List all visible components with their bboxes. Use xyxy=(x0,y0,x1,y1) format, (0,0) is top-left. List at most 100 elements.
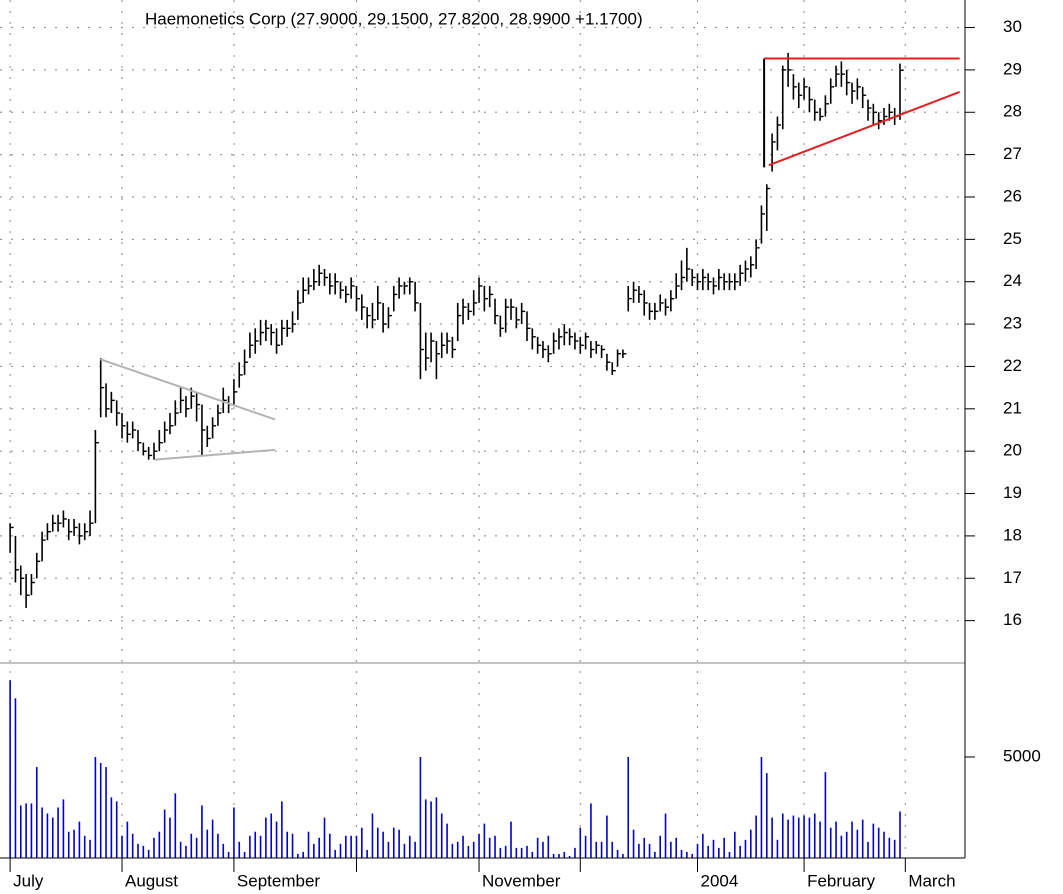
volume-bar xyxy=(345,835,347,858)
volume-bar xyxy=(467,845,470,858)
volume-bar xyxy=(313,843,315,858)
volume-bar xyxy=(739,845,741,858)
volume-bar xyxy=(451,843,454,858)
volume-bar xyxy=(83,835,86,858)
volume-bar xyxy=(206,829,209,858)
volume-bar xyxy=(478,833,480,858)
volume-bar xyxy=(680,849,683,858)
volume-bar xyxy=(25,803,27,858)
volume-bar xyxy=(845,831,848,858)
volume-bar xyxy=(872,823,875,858)
volume-bar xyxy=(366,849,368,858)
volume-bar xyxy=(414,841,416,858)
volume-bar xyxy=(115,801,118,858)
volume-bar xyxy=(291,833,294,858)
volume-bar xyxy=(227,851,230,858)
volume-bar xyxy=(792,815,795,858)
volume-bar xyxy=(361,827,363,858)
volume-bar xyxy=(238,841,241,858)
volume-bar xyxy=(510,821,512,858)
volume-bar xyxy=(590,803,592,858)
volume-bar xyxy=(41,807,43,858)
volume-bar xyxy=(808,817,811,858)
y-tick-label: 20 xyxy=(1003,441,1022,460)
volume-bar xyxy=(243,851,246,858)
y-tick-label: 27 xyxy=(1003,144,1022,163)
volume-bar xyxy=(371,813,374,858)
y-tick-label: 17 xyxy=(1003,568,1022,587)
volume-bar xyxy=(281,801,283,858)
volume-bar xyxy=(355,835,358,858)
volume-bar xyxy=(893,839,896,858)
volume-bar xyxy=(14,698,17,858)
volume-bar xyxy=(851,821,853,858)
volume-bar xyxy=(797,817,800,858)
volume-bar xyxy=(718,847,720,858)
volume-bar xyxy=(723,837,725,858)
volume-bar xyxy=(622,853,624,858)
volume-bar xyxy=(62,799,65,858)
volume-bar xyxy=(707,845,709,858)
volume-bar xyxy=(211,819,214,858)
volume-bar xyxy=(542,841,544,858)
x-tick-label: August xyxy=(125,871,178,890)
volume-bar xyxy=(686,851,688,858)
volume-bar xyxy=(483,823,486,858)
volume-bar xyxy=(35,767,38,858)
volume-bar xyxy=(877,827,880,858)
y-tick-label: 25 xyxy=(1003,229,1022,248)
volume-bar xyxy=(643,837,646,858)
volume-bar xyxy=(270,813,273,858)
marks xyxy=(9,52,961,858)
volume-bar xyxy=(94,756,97,858)
volume-bar xyxy=(456,841,459,858)
volume-bar xyxy=(201,805,203,858)
volume-bar xyxy=(179,841,182,858)
x-tick-label: March xyxy=(908,871,955,890)
volume-bar xyxy=(435,797,438,858)
volume-bar xyxy=(392,827,395,858)
volume-bar xyxy=(670,841,672,858)
volume-bar xyxy=(376,827,379,858)
volume-bar xyxy=(430,801,432,858)
volume-bar xyxy=(627,756,630,858)
y-tick-label: 18 xyxy=(1003,525,1022,544)
volume-bar xyxy=(472,841,475,858)
volume-bar xyxy=(137,843,139,858)
volume-bar xyxy=(520,847,523,858)
volume-bar xyxy=(659,835,662,858)
volume-bar xyxy=(121,835,123,858)
volume-bar xyxy=(600,841,603,858)
y-tick-label: 28 xyxy=(1003,102,1022,121)
volume-bar xyxy=(568,855,571,858)
volume-bar xyxy=(339,843,342,858)
volume-bar xyxy=(734,831,736,858)
volume-bar xyxy=(398,829,400,858)
volume-bar xyxy=(9,680,11,858)
volume-bar xyxy=(387,841,390,858)
volume-bar xyxy=(334,849,336,858)
volume-bar xyxy=(259,835,262,858)
volume-bar xyxy=(488,837,491,858)
volume-bar xyxy=(749,829,752,858)
y-tick-label: 24 xyxy=(1003,271,1022,290)
volume-bar xyxy=(67,831,70,858)
volume-bar xyxy=(536,837,539,858)
volume-bar xyxy=(382,831,384,858)
volume-bar xyxy=(169,817,171,858)
volume-bar xyxy=(190,833,193,858)
trendline xyxy=(768,90,961,167)
volume-bar xyxy=(323,817,326,858)
volume-bar xyxy=(861,819,864,858)
trendline xyxy=(99,358,276,421)
volume-bar xyxy=(584,835,587,858)
volume-bar xyxy=(142,845,145,858)
volume-bar xyxy=(419,756,422,858)
volume-bar xyxy=(307,831,310,858)
volume-bar xyxy=(105,767,107,858)
x-tick-label: February xyxy=(807,871,876,890)
volume-bar xyxy=(249,835,251,858)
volume-bar xyxy=(563,851,566,858)
volume-bar xyxy=(606,815,608,858)
volume-bar xyxy=(131,833,134,858)
